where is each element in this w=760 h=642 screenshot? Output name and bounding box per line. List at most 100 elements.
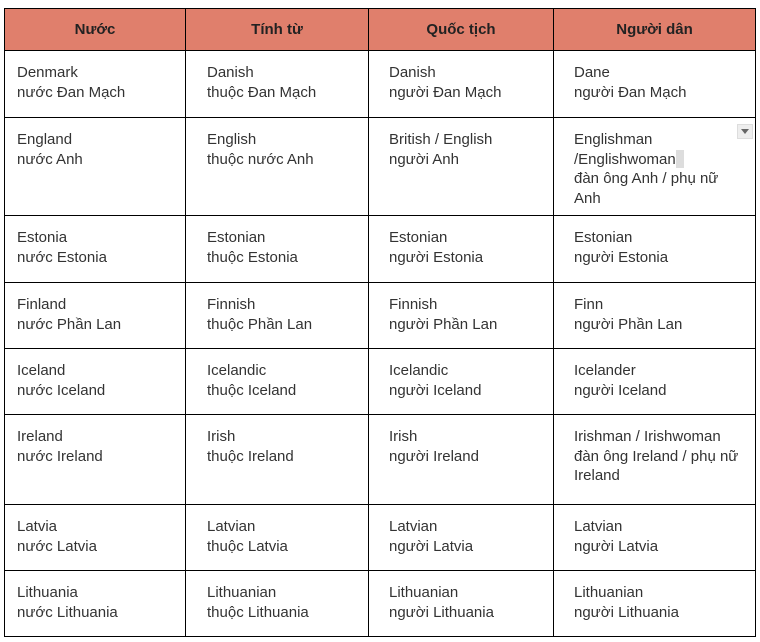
- cell-text: người Phần Lan: [574, 315, 683, 333]
- table-cell[interactable]: Latvian người Latvia: [368, 504, 554, 571]
- cell-text: Ireland: [17, 428, 63, 445]
- cell-text: người Estonia: [574, 248, 669, 266]
- table-cell[interactable]: Latvian người Latvia: [553, 504, 756, 571]
- table-cell[interactable]: Lithuanian người Lithuania: [553, 570, 756, 637]
- column-header: Người dân: [553, 8, 756, 51]
- cell-text: Finland: [17, 296, 67, 313]
- table-cell[interactable]: Danish thuộc Đan Mạch: [185, 50, 369, 118]
- cell-text: Englishman: [574, 131, 653, 148]
- cell-text: British / English: [389, 131, 493, 148]
- cell-text: người Ireland: [389, 447, 479, 465]
- cell-text: nước Ireland: [17, 447, 103, 465]
- text-cursor: [675, 149, 684, 168]
- table-cell[interactable]: Finn người Phần Lan: [553, 282, 756, 349]
- table-cell[interactable]: Irish thuộc Ireland: [185, 414, 369, 505]
- cell-text: Dane: [574, 64, 610, 81]
- cell-text: Finnish: [389, 296, 438, 313]
- cell-text: nước Lithuania: [17, 603, 118, 621]
- cell-text: nước Anh: [17, 150, 83, 168]
- table-cell[interactable]: Latvia nước Latvia: [4, 504, 186, 571]
- cell-text: Irish: [389, 428, 418, 445]
- table-cell[interactable]: Estonian người Estonia: [368, 215, 554, 283]
- cell-text: Estonian: [574, 229, 633, 246]
- cell-text: Irishman / Irishwoman: [574, 428, 721, 445]
- cell-text: người Latvia: [389, 537, 474, 555]
- cell-text: English: [207, 131, 257, 148]
- cell-text: thuộc Phần Lan: [207, 315, 313, 333]
- table-cell[interactable]: England nước Anh: [4, 117, 186, 216]
- cell-text: Latvian: [389, 518, 438, 535]
- cell-text: Lithuanian: [207, 584, 277, 601]
- cell-text: Estonian: [207, 229, 266, 246]
- cell-text: thuộc Iceland: [207, 381, 297, 399]
- cell-text: thuộc Estonia: [207, 248, 298, 266]
- cell-text: Estonia: [17, 229, 68, 246]
- cell-text: đàn ông Anh / phụ nữ Anh: [574, 170, 719, 207]
- cell-text: Icelandic: [207, 362, 267, 379]
- cell-text: Latvian: [207, 518, 256, 535]
- table-cell[interactable]: Latvian thuộc Latvia: [185, 504, 369, 571]
- cell-text: nước Latvia: [17, 537, 97, 555]
- cell-text: /Englishwoman: [574, 150, 676, 168]
- table-row: Denmark nước Đan Mạch Danish thuộc Đan Mạch…: [4, 50, 756, 118]
- table-cell[interactable]: Danish người Đan Mạch: [368, 50, 554, 118]
- table-cell[interactable]: Finnish thuộc Phần Lan: [185, 282, 369, 349]
- cell-text: Denmark: [17, 64, 78, 81]
- table-cell[interactable]: Ireland nước Ireland: [4, 414, 186, 505]
- cell-text: Latvian: [574, 518, 623, 535]
- cell-text: người Lithuania: [389, 603, 494, 621]
- cell-text: Irish: [207, 428, 236, 445]
- cell-text: thuộc Ireland: [207, 447, 294, 465]
- table-cell[interactable]: Denmark nước Đan Mạch: [4, 50, 186, 118]
- cell-text: người Lithuania: [574, 603, 679, 621]
- table-cell[interactable]: Irish người Ireland: [368, 414, 554, 505]
- table-cell[interactable]: Iceland nước Iceland: [4, 348, 186, 415]
- cell-text: thuộc Lithuania: [207, 603, 309, 621]
- table-cell[interactable]: Finland nước Phần Lan: [4, 282, 186, 349]
- cell-text: England: [17, 131, 73, 148]
- cell-text: Lithuanian: [574, 584, 644, 601]
- table-cell[interactable]: Estonian người Estonia: [553, 215, 756, 283]
- table-cell[interactable]: Irishman / Irishwoman đàn ông Ireland / p…: [553, 414, 756, 505]
- dropdown-arrow-icon[interactable]: [737, 124, 753, 139]
- table-cell[interactable]: Icelandic người Iceland: [368, 348, 554, 415]
- table-cell[interactable]: Lithuania nước Lithuania: [4, 570, 186, 637]
- cell-text: nước Đan Mạch: [17, 83, 126, 101]
- cell-text: Danish: [389, 64, 436, 81]
- cell-text: Icelandic: [389, 362, 449, 379]
- cell-text: Estonian: [389, 229, 448, 246]
- cell-text: Lithuanian: [389, 584, 459, 601]
- table-cell[interactable]: Estonian thuộc Estonia: [185, 215, 369, 283]
- table-row: England nước Anh English thuộc nước Anh Brit…: [4, 117, 756, 216]
- cell-text: Finnish: [207, 296, 256, 313]
- column-header: Nước: [4, 8, 186, 51]
- cell-text: người Estonia: [389, 248, 484, 266]
- table-cell[interactable]: Lithuanian thuộc Lithuania: [185, 570, 369, 637]
- cell-text: Finn: [574, 296, 604, 313]
- table-cell[interactable]: Lithuanian người Lithuania: [368, 570, 554, 637]
- cell-text: Icelander: [574, 362, 636, 379]
- table-cell[interactable]: Estonia nước Estonia: [4, 215, 186, 283]
- cell-text: Latvia: [17, 518, 58, 535]
- cell-text: Danish: [207, 64, 254, 81]
- column-header: Quốc tịch: [368, 8, 554, 51]
- table-cell[interactable]: Finnish người Phần Lan: [368, 282, 554, 349]
- cell-text: người Iceland: [389, 381, 482, 399]
- cell-text: nước Iceland: [17, 381, 106, 399]
- cell-text: người Iceland: [574, 381, 667, 399]
- table-cell[interactable]: British / English người Anh: [368, 117, 554, 216]
- cell-text: thuộc Đan Mạch: [207, 83, 317, 101]
- table-cell[interactable]: Icelander người Iceland: [553, 348, 756, 415]
- table-cell[interactable]: English thuộc nước Anh: [185, 117, 369, 216]
- cell-text: nước Phần Lan: [17, 315, 122, 333]
- cell-text: Iceland: [17, 362, 66, 379]
- header-row: Nước Tính từ Quốc tịch Người dân: [4, 8, 756, 51]
- table-row: Ireland nước Ireland Irish thuộc Ireland Iri…: [4, 414, 756, 505]
- nationality-table: Nước Tính từ Quốc tịch Người dân Denmark nướ…: [4, 8, 756, 637]
- table-row: Iceland nước Iceland Icelandic thuộc Icelan…: [4, 348, 756, 415]
- table-cell[interactable]: Englishman/Englishwoman đàn ông Anh / phụ…: [553, 117, 756, 216]
- cell-text: người Anh: [389, 150, 459, 168]
- table-cell[interactable]: Dane người Đan Mạch: [553, 50, 756, 118]
- table-cell[interactable]: Icelandic thuộc Iceland: [185, 348, 369, 415]
- table-row: Estonia nước Estonia Estonian thuộc Estonia…: [4, 215, 756, 283]
